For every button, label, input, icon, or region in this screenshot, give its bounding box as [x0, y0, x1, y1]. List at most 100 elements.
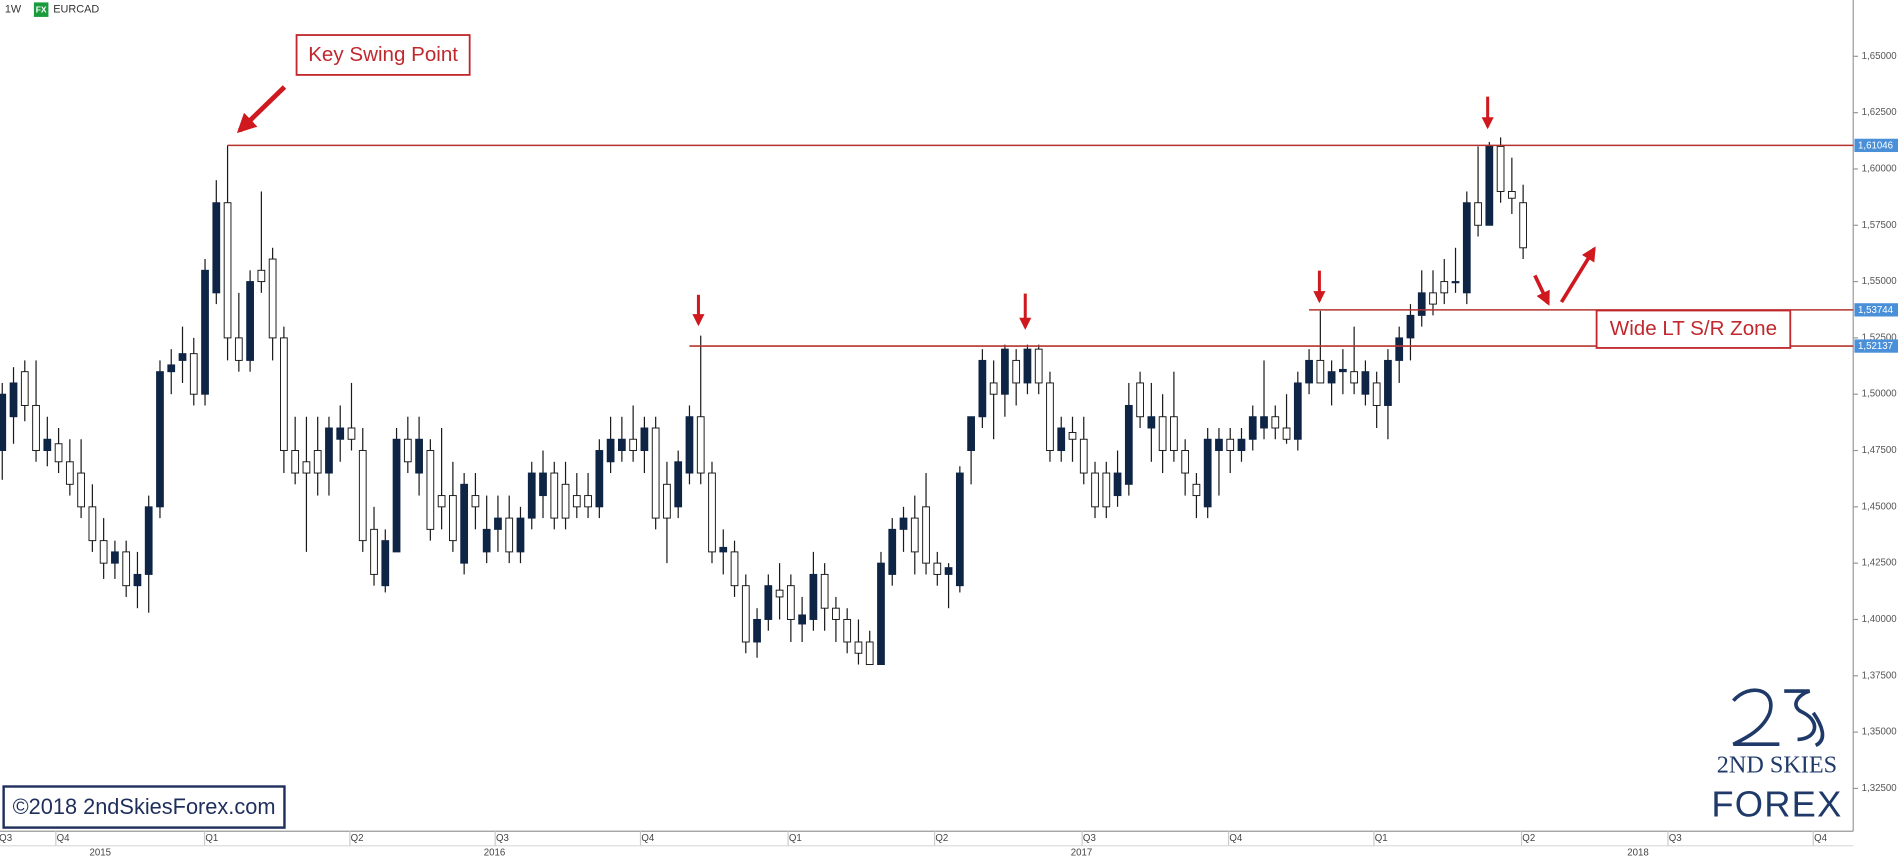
candle-body [1271, 416, 1280, 429]
year-label: 2018 [1627, 848, 1649, 859]
candle-body [65, 461, 74, 485]
plot: 1,65000 1,62500 1,60000 1,57500 1,55000 1,525… [0, 51, 1898, 859]
candle-body [775, 589, 784, 598]
candle-body [696, 416, 705, 474]
candle-body [685, 416, 694, 474]
candle-body [561, 483, 570, 519]
candle-body [595, 450, 604, 508]
year-label: 2017 [1071, 848, 1093, 859]
x-tick-label: Q2 [935, 833, 948, 844]
candle-body [291, 450, 300, 474]
candle-body [1023, 348, 1032, 384]
x-tick-label: Q1 [789, 833, 802, 844]
candle-body [809, 573, 818, 620]
candle-body [516, 517, 525, 553]
candle-body [1136, 382, 1144, 418]
x-tick-label: Q3 [496, 833, 509, 844]
candle-body [20, 371, 29, 406]
level-label: 1,53744 [1858, 305, 1894, 316]
candle-body [550, 472, 559, 519]
candle-body [1158, 416, 1167, 452]
copyright: ©2018 2ndSkiesForex.com [13, 794, 276, 819]
x-tick-label: Q3 [1083, 833, 1096, 844]
candle-body [381, 540, 390, 587]
candle-body [494, 517, 502, 530]
candle-body [1203, 438, 1212, 508]
candle-body [1462, 202, 1471, 294]
candle-body [663, 483, 671, 519]
arrow [1533, 274, 1550, 306]
y-tick-label: 1,40000 [1862, 614, 1897, 625]
candle-body [854, 641, 863, 654]
candle-body [1147, 416, 1156, 429]
annotation: Wide LT S/R Zone [1610, 317, 1777, 340]
source: FX [36, 5, 47, 15]
candle-body [764, 585, 773, 620]
year-label: 2016 [484, 848, 506, 859]
candle-body [629, 438, 638, 452]
candle-body [1057, 427, 1066, 452]
x-tick-label: Q4 [641, 833, 655, 844]
candle-body [753, 618, 761, 643]
candle-body [1091, 472, 1099, 508]
y-tick-label: 1,60000 [1862, 163, 1897, 174]
x-tick-label: Q4 [1229, 833, 1243, 844]
candle-body [651, 427, 660, 519]
candle-body [584, 495, 592, 508]
y-tick-label: 1,50000 [1862, 389, 1897, 400]
logo-text: FOREX [1711, 784, 1842, 825]
candle-body [482, 528, 491, 553]
x-tick-label: Q1 [205, 833, 218, 844]
candle-body [1046, 382, 1054, 452]
candle-body [223, 202, 232, 339]
candle-body [437, 495, 446, 508]
candle-body [1417, 292, 1426, 316]
candle-body [955, 472, 964, 587]
candle-body [1113, 472, 1122, 497]
logo-text: 2ND SKIES [1717, 752, 1837, 779]
candle-body [415, 438, 423, 474]
annotation-box [1595, 309, 1792, 349]
candle-body [189, 353, 198, 395]
candle-body [460, 483, 469, 564]
x-tick-label: Q3 [0, 833, 12, 844]
y-tick-label: 1,57500 [1862, 220, 1897, 231]
candle-body [1012, 359, 1021, 384]
candle-body [1429, 292, 1437, 305]
level-label: 1,52137 [1858, 341, 1893, 352]
logo-mark [1732, 688, 1825, 748]
candle-body [257, 269, 266, 283]
candle-body [144, 506, 153, 575]
annotation-box [295, 34, 471, 76]
candle-body [888, 528, 897, 575]
arrows [236, 85, 1596, 330]
candle-body [922, 506, 930, 564]
candle-body [54, 443, 63, 463]
y-tick-label: 1,45000 [1862, 501, 1897, 512]
candle-body [865, 641, 874, 666]
candle-body [1496, 145, 1505, 192]
candle-body [1034, 348, 1043, 384]
candle-body [43, 438, 52, 452]
copyright-box [2, 785, 286, 829]
candle-body [786, 585, 795, 620]
arrow [1559, 246, 1596, 303]
candle-body [933, 562, 942, 575]
candle-body [1507, 190, 1516, 199]
candle-body [1474, 202, 1482, 226]
candle-body [1384, 359, 1392, 406]
candle-body [325, 427, 333, 474]
candle-body [967, 416, 975, 452]
x-tick-label: Q4 [1814, 833, 1828, 844]
candle-body [77, 472, 85, 508]
candle-body [1181, 450, 1190, 474]
candle-body [820, 573, 829, 609]
candle-body [1237, 438, 1246, 452]
candle-body [234, 337, 243, 361]
candle-body [426, 450, 435, 530]
candle-body [1001, 348, 1009, 395]
candle-body [899, 517, 908, 530]
candle-body [1260, 416, 1268, 429]
